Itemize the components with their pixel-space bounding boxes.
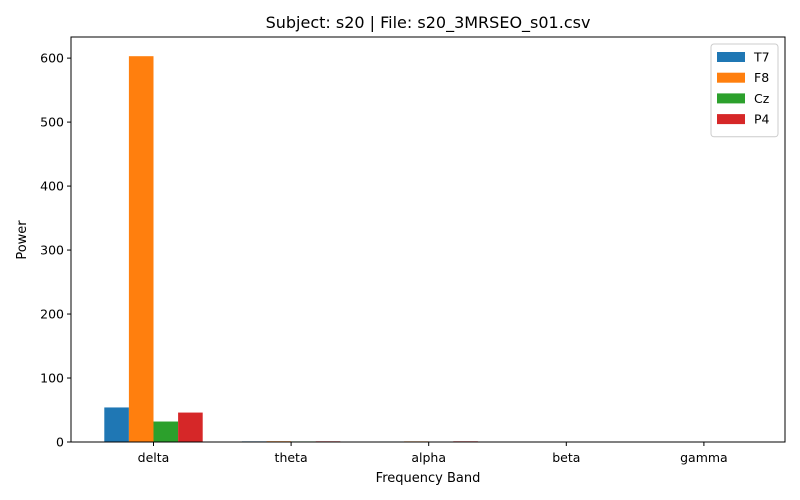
legend-frame: [710, 43, 779, 138]
y-tick-label: 300: [40, 243, 64, 258]
y-tick-label: 0: [56, 435, 64, 450]
y-axis-label: Power: [15, 220, 30, 260]
x-axis: delta theta alpha beta gamma: [138, 442, 728, 465]
y-axis: 0 100 200 300 400 500 600: [40, 51, 71, 450]
x-tick-label: gamma: [680, 450, 728, 465]
bar-t7-delta: [104, 407, 129, 442]
y-tick-label: 400: [40, 179, 64, 194]
x-tick-label: alpha: [411, 450, 446, 465]
y-tick-label: 500: [40, 115, 64, 130]
legend-label-t7: T7: [753, 50, 770, 65]
x-tick-label: theta: [275, 450, 308, 465]
bar-p4-delta: [178, 412, 203, 442]
legend-swatch-cz: [717, 93, 745, 104]
y-tick-label: 200: [40, 307, 64, 322]
x-tick-label: delta: [138, 450, 170, 465]
bars-group: [104, 56, 754, 443]
bar-cz-delta: [153, 421, 179, 442]
legend-label-p4: P4: [754, 112, 770, 127]
legend-swatch-t7: [717, 52, 745, 62]
legend-label-cz: Cz: [754, 91, 770, 106]
y-tick-label: 600: [40, 51, 64, 66]
legend: T7 F8 Cz P4: [710, 43, 779, 138]
legend-swatch-f8: [717, 72, 745, 83]
legend-swatch-p4: [717, 114, 745, 125]
plot-frame: [70, 36, 786, 443]
bar-f8-delta: [128, 56, 154, 443]
chart-title: Subject: s20 | File: s20_3MRSEO_s01.csv: [266, 13, 591, 33]
y-tick-label: 100: [40, 371, 64, 386]
legend-label-f8: F8: [754, 70, 769, 85]
x-tick-label: beta: [552, 450, 580, 465]
x-axis-label: Frequency Band: [376, 471, 481, 486]
